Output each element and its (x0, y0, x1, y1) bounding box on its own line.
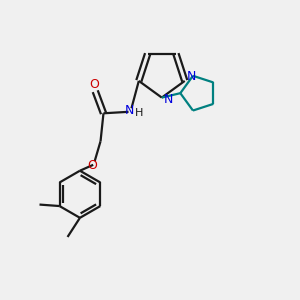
Text: N: N (187, 70, 196, 83)
Text: H: H (135, 108, 143, 118)
Text: O: O (88, 159, 98, 172)
Text: N: N (164, 93, 173, 106)
Text: O: O (89, 78, 99, 91)
Text: N: N (125, 104, 134, 117)
